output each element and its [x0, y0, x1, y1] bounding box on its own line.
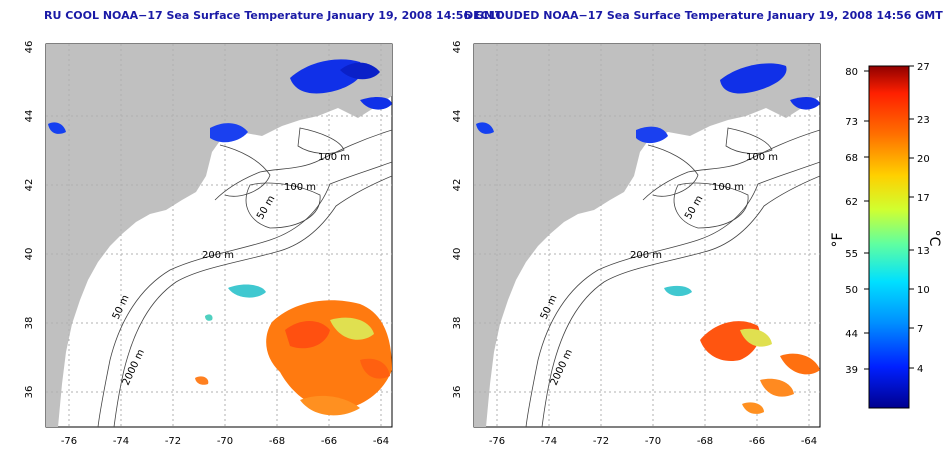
left-x-tick: -68 — [269, 436, 285, 447]
right-y-tick: 46 — [452, 41, 463, 54]
right-x-tick: -70 — [645, 436, 661, 447]
colorbar-c-tick: 20 — [917, 154, 930, 165]
left-y-tick: 36 — [24, 386, 35, 399]
right-x-tick: -72 — [593, 436, 609, 447]
right-x-tick: -76 — [489, 436, 505, 447]
right-map: 100 m 100 m 50 m 200 m 50 m 2000 m -76 -… — [452, 41, 821, 447]
colorbar-c-tick: 7 — [917, 324, 923, 335]
left-x-tick: -64 — [373, 436, 389, 447]
right-x-tick: -64 — [801, 436, 817, 447]
right-x-tick: -74 — [541, 436, 557, 447]
colorbar-f-tick: 80 — [845, 67, 858, 78]
colorbar-c-tick: 13 — [917, 246, 930, 257]
left-x-tick: -66 — [321, 436, 337, 447]
left-x-tick: -70 — [217, 436, 233, 447]
right-y-tick: 40 — [452, 248, 463, 261]
colorbar-c-tick: 10 — [917, 285, 930, 296]
colorbar-c-unit: °C — [926, 230, 942, 247]
left-contour-label: 100 m — [318, 152, 350, 163]
colorbar: 80 73 68 62 55 50 44 39 27 23 20 17 13 1… — [830, 62, 942, 409]
colorbar-c-tick: 17 — [917, 193, 930, 204]
colorbar-c-tick: 23 — [917, 115, 930, 126]
left-y-tick: 46 — [24, 41, 35, 54]
left-land — [46, 44, 392, 427]
colorbar-f-tick: 55 — [845, 249, 858, 260]
left-contour-label: 100 m — [284, 182, 316, 193]
left-y-tick: 42 — [24, 179, 35, 192]
right-land — [474, 44, 820, 427]
left-panel-title: RU COOL NOAA−17 Sea Surface Temperature … — [44, 9, 503, 22]
right-y-tick: 44 — [452, 110, 463, 123]
left-y-tick: 40 — [24, 248, 35, 261]
right-contour-label: 200 m — [630, 250, 662, 261]
left-y-tick: 38 — [24, 317, 35, 330]
left-contour-label: 200 m — [202, 250, 234, 261]
right-contour-label: 100 m — [746, 152, 778, 163]
right-y-tick: 38 — [452, 317, 463, 330]
left-x-tick: -76 — [61, 436, 77, 447]
left-x-tick: -72 — [165, 436, 181, 447]
right-y-tick: 36 — [452, 386, 463, 399]
colorbar-c-tick: 4 — [917, 364, 923, 375]
right-x-tick: -68 — [697, 436, 713, 447]
right-contour-label: 100 m — [712, 182, 744, 193]
colorbar-f-tick: 73 — [845, 117, 858, 128]
left-sst-patches — [48, 59, 392, 416]
colorbar-f-tick: 62 — [845, 197, 858, 208]
right-y-tick: 42 — [452, 179, 463, 192]
colorbar-f-tick: 39 — [845, 365, 858, 376]
colorbar-f-tick: 44 — [845, 329, 858, 340]
colorbar-c-tick: 27 — [917, 62, 930, 73]
colorbar-gradient — [868, 65, 910, 409]
right-x-tick: -66 — [749, 436, 765, 447]
left-x-tick: -74 — [113, 436, 129, 447]
colorbar-f-tick: 50 — [845, 285, 858, 296]
colorbar-f-unit: °F — [830, 232, 846, 247]
right-sst-patches — [476, 63, 820, 414]
left-y-tick: 44 — [24, 110, 35, 123]
colorbar-f-tick: 68 — [845, 153, 858, 164]
right-panel-title: DECLOUDED NOAA−17 Sea Surface Temperatur… — [464, 9, 943, 22]
left-map: 100 m 100 m 50 m 200 m 50 m 2000 m -76 -… — [24, 41, 393, 447]
